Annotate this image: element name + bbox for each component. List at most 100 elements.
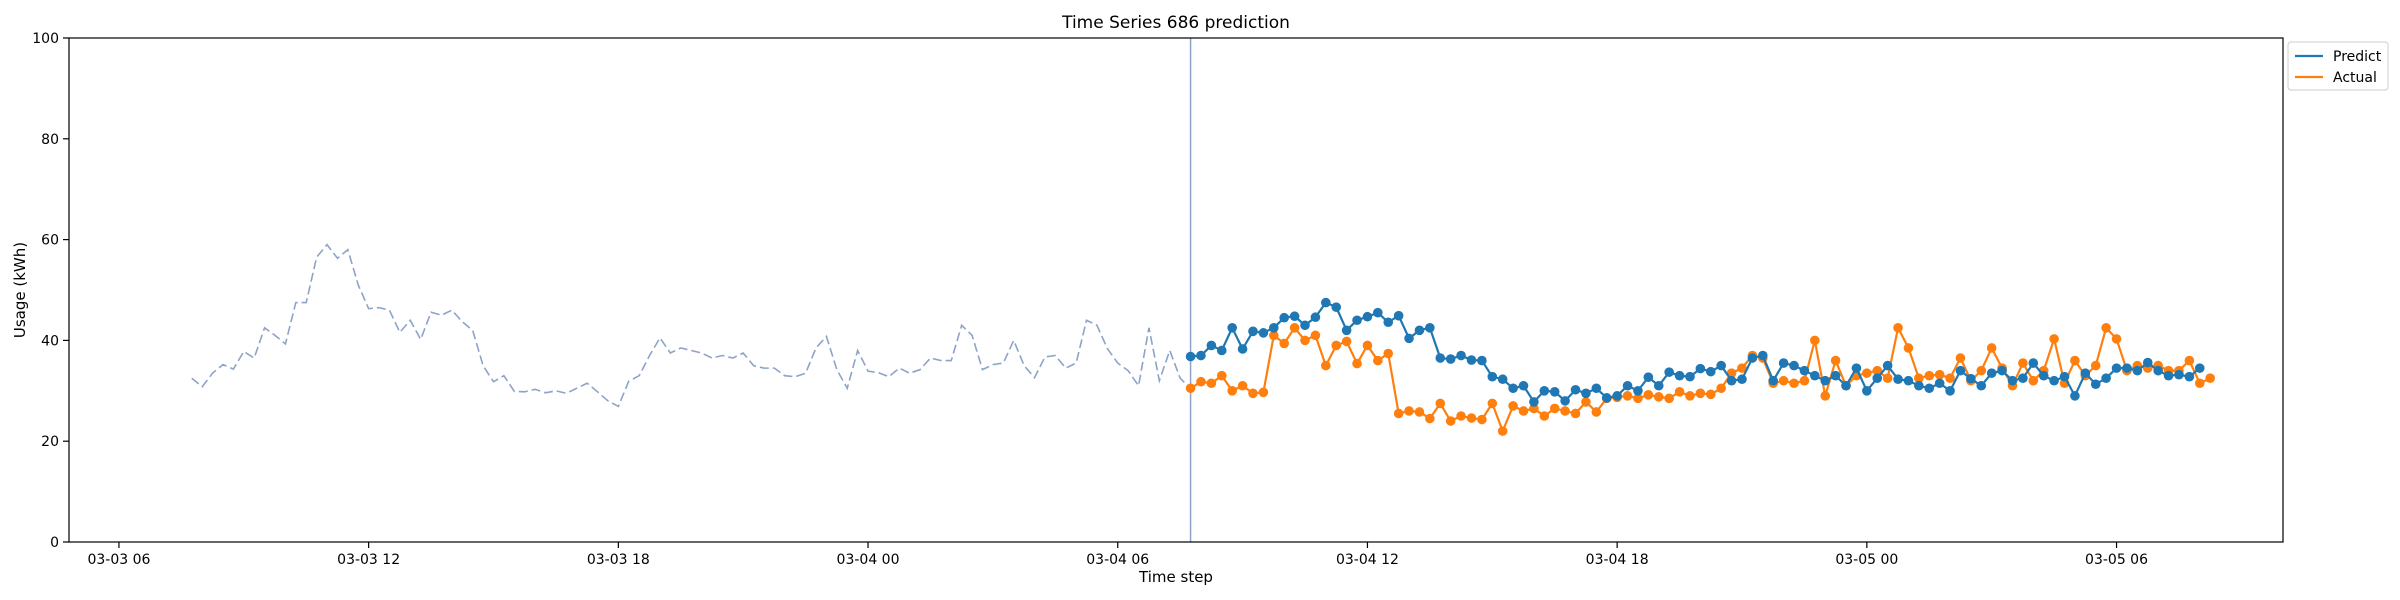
predict-point [1206,340,1217,351]
actual-point [1216,370,1227,381]
predict-point [2101,373,2111,384]
predict-point [1830,370,1841,381]
x-tick-label: 03-04 12 [1336,552,1399,568]
predict-point [1321,297,1331,308]
predict-point [1726,375,1737,386]
predict-point [1466,355,1477,365]
x-tick-label: 03-05 00 [1835,552,1898,568]
actual-point [1331,340,1342,351]
actual-point [1466,413,1477,423]
predict-point [1810,370,1820,381]
predict-point [1539,386,1550,396]
actual-point [1591,407,1602,417]
predict-point [1685,371,1695,382]
actual-point [2070,355,2080,366]
actual-point [1882,373,1893,384]
predict-point [1237,344,1248,354]
x-tick-label: 03-04 06 [1086,552,1149,568]
actual-point [1830,355,1841,366]
predict-point [1737,374,1747,385]
actual-point [1581,397,1591,407]
predict-point [1279,312,1289,323]
actual-point [1737,363,1747,373]
actual-point [1924,370,1935,381]
y-tick-label: 100 [32,31,59,47]
predict-point [1341,325,1352,336]
actual-point [1914,373,1924,384]
actual-point [1695,388,1706,399]
predict-point [1300,320,1310,331]
x-tick-label: 03-03 06 [87,552,150,568]
predict-point [1508,383,1518,394]
predict-point [1196,350,1206,361]
actual-point [1549,403,1560,414]
actual-point [1477,414,1487,425]
actual-point [1508,401,1518,411]
predict-point [2038,370,2049,381]
plot-frame [68,37,2284,543]
predict-point [1456,350,1466,361]
actual-point [1622,391,1633,401]
predict-point [1695,363,1706,374]
predict-point [1674,370,1685,381]
actual-point [1716,383,1726,394]
predict-point [1747,353,1758,363]
legend-label-predict: Predict [2333,49,2382,65]
predict-point [1716,360,1726,371]
actual-point [1934,369,1945,380]
actual-point [1570,408,1581,419]
actual-point [1705,389,1716,400]
actual-point [1248,388,1258,399]
history-line [191,243,1192,408]
actual-point [2101,323,2111,333]
predict-point [1768,375,1778,386]
actual-point [1653,392,1664,402]
actual-point [1893,323,1903,333]
actual-point [1383,348,1394,359]
actual-point [1539,411,1550,421]
actual-point [1518,406,1529,416]
actual-point [1664,393,1674,404]
y-axis: 0 20 40 60 80 100 [32,31,69,551]
predict-point [1310,312,1321,323]
actual-point [1945,373,1955,384]
legend: Predict Actual [2287,41,2389,91]
predict-point [2194,363,2205,373]
actual-point [1269,330,1279,341]
predict-point [1248,326,1258,337]
x-tick-label: 03-05 06 [2085,552,2148,568]
actual-point [1289,323,1300,333]
actual-point [1810,335,1820,346]
actual-point [1393,408,1404,419]
y-tick-label: 40 [41,333,59,349]
actual-point [1674,387,1685,397]
predict-line [1190,301,2201,404]
predict-point [1612,391,1622,401]
actual-point [1425,413,1435,424]
predict-point [1945,386,1955,396]
actual-point [1237,380,1248,391]
predict-point [1518,380,1529,391]
predict-point [1216,345,1227,356]
predict-point [1487,371,1498,382]
actual-point [1196,376,1206,387]
predict-point [1872,373,1883,384]
predict-point [1820,375,1831,386]
predict-point [1841,380,1851,391]
predict-point [1955,365,1966,376]
x-tick-label: 03-03 18 [587,552,650,568]
actual-point [2090,360,2101,371]
predict-point [1581,388,1591,399]
predict-point [1227,323,1237,333]
actual-point [1310,330,1321,341]
predict-point [1664,367,1674,377]
actual-point [1986,343,1997,353]
actual-point [1633,393,1643,404]
series-predict [1185,297,2205,407]
predict-point [1414,325,1425,336]
predict-point [2080,368,2091,378]
series-actual [1185,323,2215,436]
x-axis-label: Time step [1138,568,1213,586]
